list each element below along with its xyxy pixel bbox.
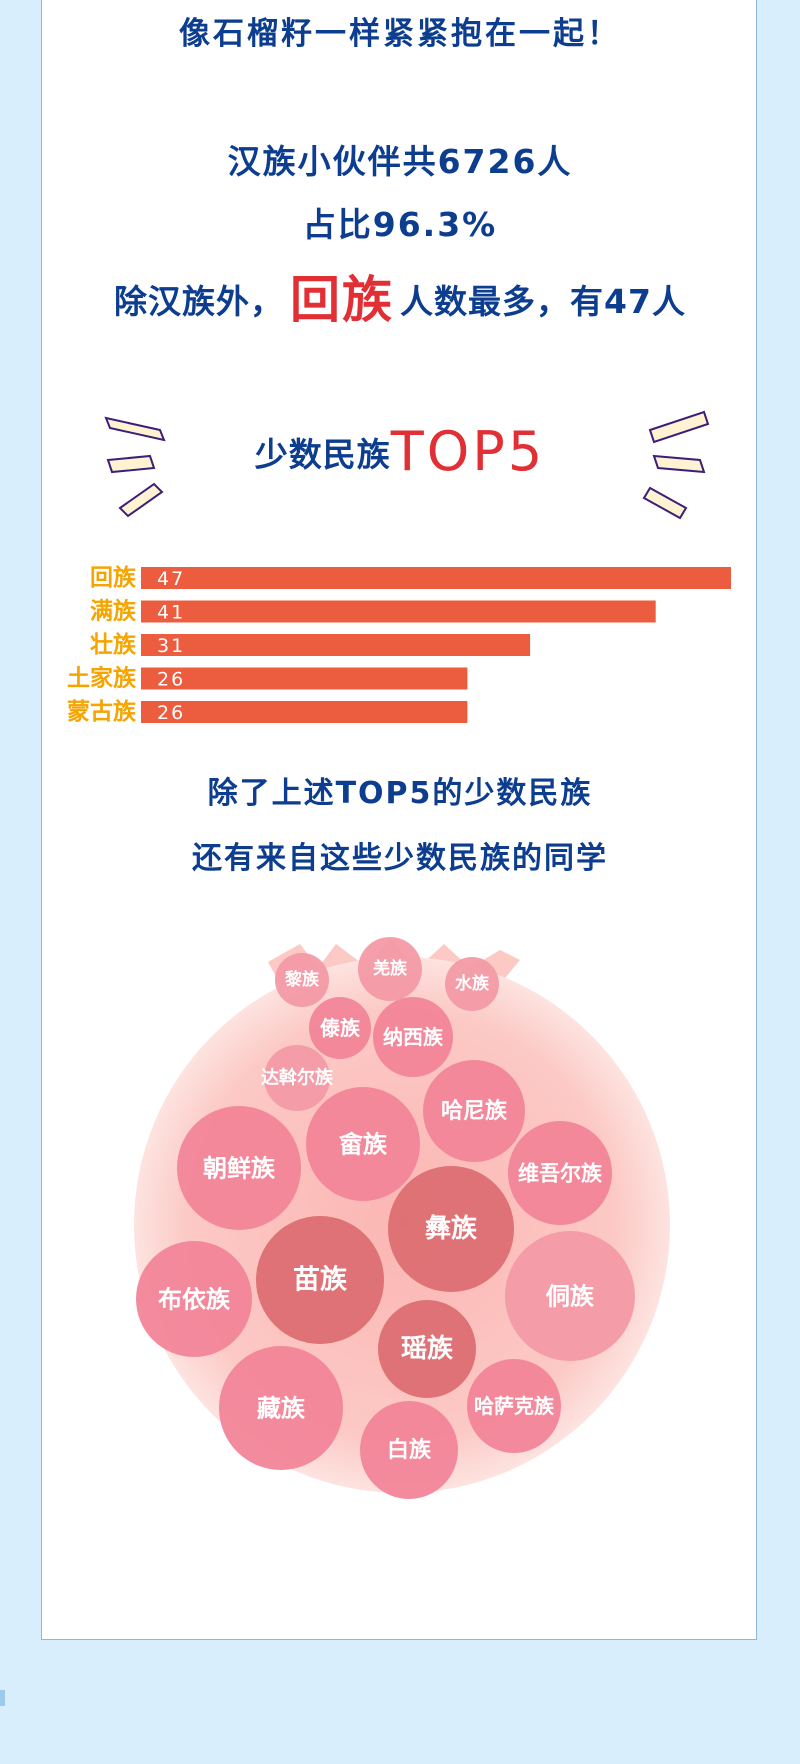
bubble-16 (219, 1346, 343, 1470)
bubble-label-8: 朝鲜族 (203, 1154, 276, 1183)
bubble-label-15: 瑶族 (401, 1333, 454, 1364)
han-count-line: 汉族小伙伴共6726人 (227, 142, 573, 181)
bubble-12 (256, 1216, 384, 1344)
bubble-label-17: 哈萨克族 (474, 1394, 555, 1418)
bubble-label-5: 纳西族 (383, 1025, 444, 1049)
bubble-label-4: 傣族 (320, 1016, 361, 1040)
bar-value-2: 41 (157, 602, 185, 624)
bubble-label-12: 苗族 (293, 1264, 348, 1296)
top5-title-highlight: TOP5 (390, 420, 546, 483)
bubble-label-6: 达斡尔族 (261, 1067, 334, 1089)
bubble-5 (373, 997, 453, 1077)
bar-value-4: 26 (157, 669, 185, 691)
bar-5 (141, 701, 468, 723)
bubble-7 (423, 1060, 525, 1162)
hui-prefix: 除汉族外， (114, 282, 285, 321)
bar-label-1: 回族 (90, 564, 137, 591)
bubble-label-2: 羌族 (373, 958, 408, 979)
bubble-label-9: 畲族 (338, 1130, 388, 1159)
bubble-label-14: 侗族 (545, 1282, 595, 1311)
bar-value-5: 26 (157, 702, 185, 724)
bubble-18 (360, 1401, 458, 1499)
bubble-1 (275, 953, 329, 1007)
bar-label-3: 壮族 (90, 631, 137, 658)
top5-title: 少数民族TOP5 (0, 420, 800, 483)
bar-value-3: 31 (157, 635, 185, 657)
bubble-15 (378, 1300, 476, 1398)
hui-suffix: 人数最多，有47人 (400, 282, 686, 321)
bubble-8 (177, 1106, 301, 1230)
headline: 像石榴籽一样紧紧抱在一起！ (179, 16, 621, 52)
bar-value-1: 47 (157, 568, 185, 590)
others-line-2: 还有来自这些少数民族的同学 (192, 841, 608, 876)
bubble-3 (445, 957, 499, 1011)
bubble-13 (136, 1241, 252, 1357)
others-line-1: 除了上述TOP5的少数民族 (207, 776, 593, 811)
bubble-14 (505, 1231, 635, 1361)
han-share-line: 占比96.3% (302, 205, 498, 244)
bubble-10 (508, 1121, 612, 1225)
bubble-label-10: 维吾尔族 (518, 1161, 603, 1186)
bar-2 (141, 600, 656, 623)
hui-highlight: 回族 (290, 271, 395, 329)
bubble-2 (358, 937, 422, 1001)
bubble-label-18: 白族 (387, 1437, 432, 1463)
bar-4 (141, 667, 468, 690)
bubble-label-3: 水族 (455, 973, 490, 994)
bubble-label-16: 藏族 (257, 1394, 306, 1423)
top5-title-prefix: 少数民族 (254, 435, 391, 474)
bar-1 (141, 567, 731, 589)
bubble-6 (264, 1045, 330, 1111)
bar-label-4: 土家族 (67, 665, 137, 692)
bubble-label-1: 黎族 (285, 969, 320, 990)
bar-3 (141, 634, 531, 656)
hui-summary-line: 除汉族外， 回族 人数最多，有47人 (0, 260, 800, 332)
bubble-label-7: 哈尼族 (441, 1098, 508, 1124)
bubble-label-11: 彝族 (425, 1213, 478, 1244)
bubble-label-13: 布依族 (158, 1285, 231, 1314)
bubble-4 (309, 997, 371, 1059)
edge-tab (0, 1690, 5, 1706)
bubble-17 (467, 1359, 561, 1453)
bar-label-5: 蒙古族 (67, 698, 137, 725)
bubble-11 (388, 1166, 514, 1292)
bar-label-2: 满族 (90, 598, 137, 625)
bubble-9 (306, 1087, 420, 1201)
